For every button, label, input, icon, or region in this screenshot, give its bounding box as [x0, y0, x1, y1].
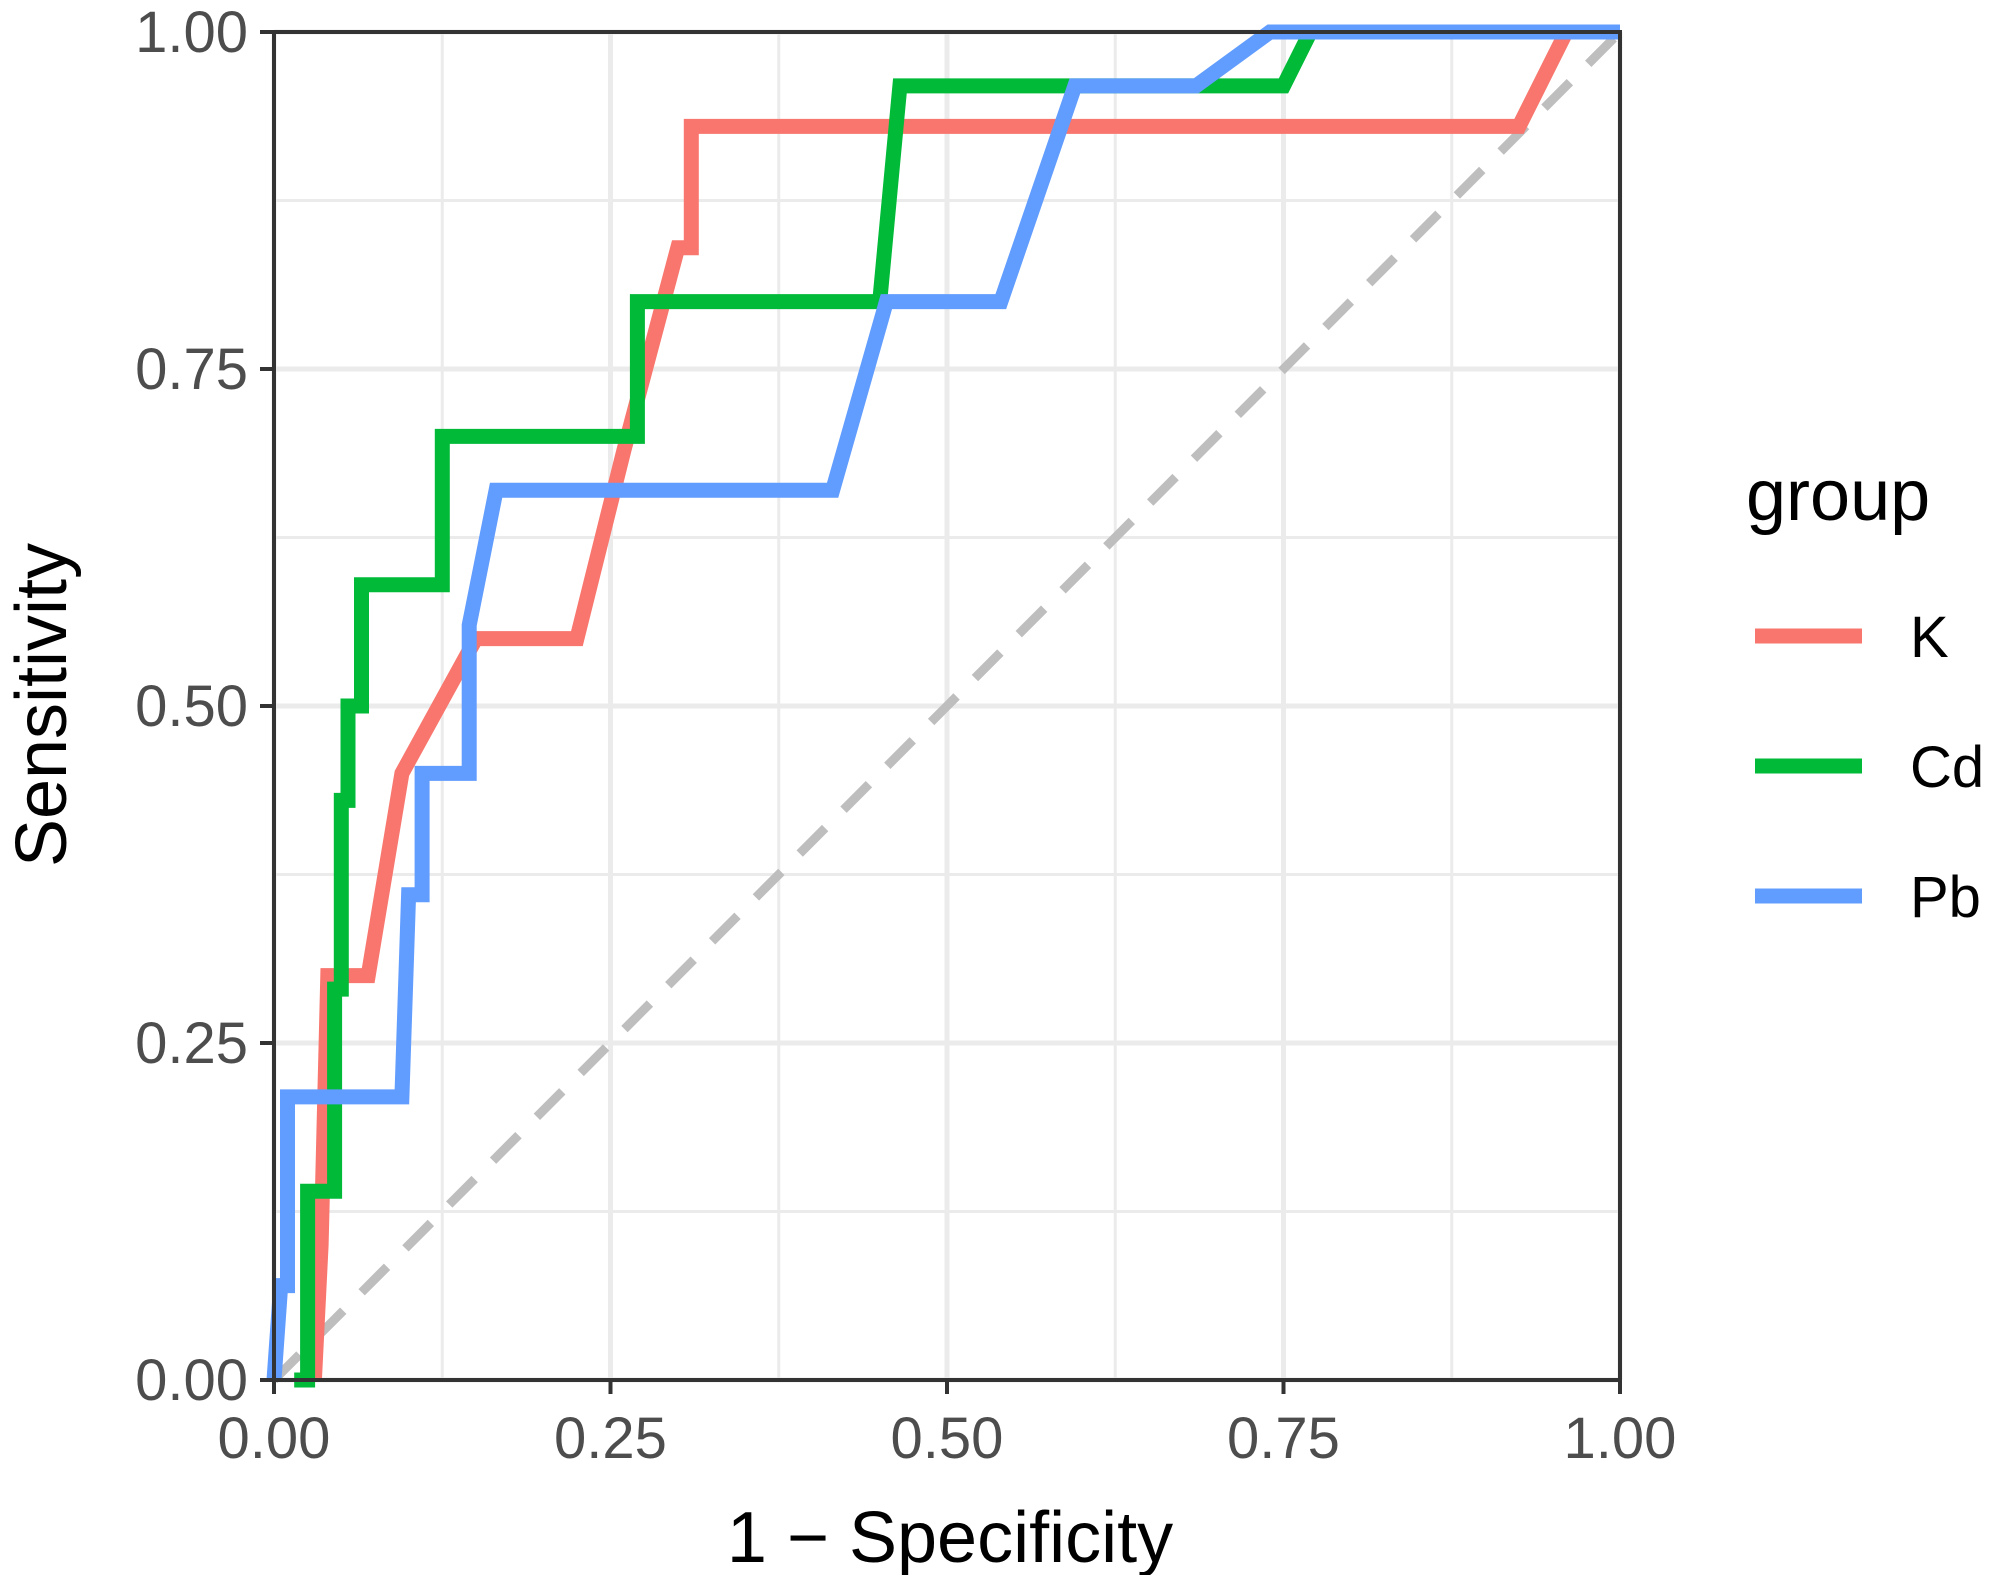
- series-line-pb: [266, 24, 1620, 1381]
- y-tick-label: 0.75: [135, 337, 248, 402]
- reference-diagonal-line: [270, 28, 1624, 1384]
- series-lines: [266, 24, 1620, 1388]
- legend-title: group: [1746, 456, 1930, 536]
- y-tick-label: 0.00: [135, 1348, 248, 1413]
- x-tick-label: 0.25: [554, 1406, 667, 1471]
- x-axis-ticks: 0.00 0.25 0.50 0.75 1.00: [218, 1380, 1677, 1471]
- y-tick-label: 0.50: [135, 674, 248, 739]
- legend-label-pb: Pb: [1910, 865, 1981, 930]
- reference-diagonal-group: [270, 28, 1624, 1384]
- x-tick-label: 1.00: [1564, 1406, 1677, 1471]
- x-axis-title: 1 − Specificity: [727, 1498, 1173, 1575]
- y-tick-label: 1.00: [135, 0, 248, 65]
- x-tick-label: 0.75: [1227, 1406, 1340, 1471]
- y-tick-label: 0.25: [135, 1011, 248, 1076]
- x-tick-label: 0.50: [891, 1406, 1004, 1471]
- legend-label-cd: Cd: [1910, 735, 1984, 800]
- legend: group K Cd Pb: [1746, 456, 1984, 930]
- series-line-cd: [294, 24, 1620, 1388]
- y-axis-ticks: 0.00 0.25 0.50 0.75 1.00: [135, 0, 274, 1413]
- legend-label-k: K: [1910, 605, 1949, 670]
- x-tick-label: 0.00: [218, 1406, 331, 1471]
- y-axis-title: Sensitivity: [2, 543, 82, 867]
